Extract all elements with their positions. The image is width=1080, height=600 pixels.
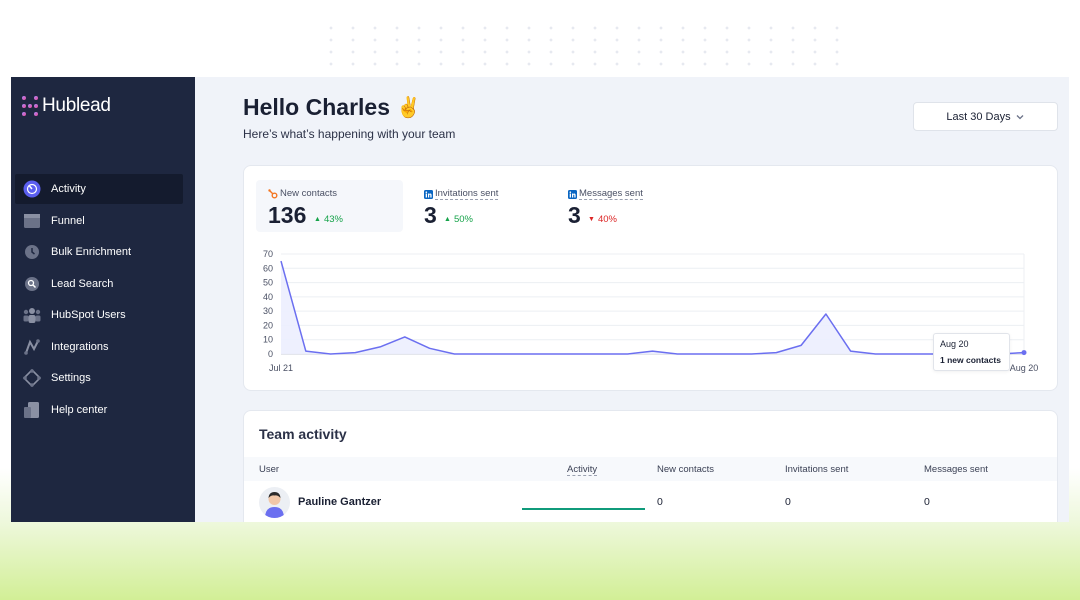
series-line bbox=[280, 260, 1025, 355]
column-header-invitations-sent[interactable]: Invitations sent bbox=[785, 464, 849, 475]
decorative-dot-pattern bbox=[320, 22, 840, 74]
tooltip-date: Aug 20 bbox=[940, 339, 969, 349]
stat-change-value: 40% bbox=[597, 214, 617, 225]
funnel-icon bbox=[23, 212, 41, 230]
team-activity-card: Team activity User Activity New contacts… bbox=[243, 410, 1058, 522]
sidebar-item-label: Bulk Enrichment bbox=[51, 246, 132, 258]
messages-sent-cell: 0 bbox=[924, 496, 930, 508]
avatar bbox=[259, 487, 290, 518]
stat-value: 136 bbox=[268, 202, 307, 228]
hubspot-icon bbox=[268, 188, 278, 198]
greeting-block: Hello Charles ✌️ Here’s what’s happening… bbox=[243, 94, 455, 141]
stat-value: 3 bbox=[424, 202, 437, 228]
stat-label-wrap: Invitations sent bbox=[424, 188, 499, 200]
sidebar-item-funnel[interactable]: Funnel bbox=[15, 206, 183, 236]
arrow-up-icon: ▲ bbox=[444, 216, 451, 223]
stat-label: Messages sent bbox=[579, 188, 643, 200]
y-tick-label: 0 bbox=[268, 349, 273, 359]
sidebar-item-settings[interactable]: Settings bbox=[15, 363, 183, 393]
stat-value: 3 bbox=[568, 202, 581, 228]
column-header-activity[interactable]: Activity bbox=[567, 464, 598, 476]
page-subtitle: Here’s what’s happening with your team bbox=[243, 127, 456, 141]
stat-label: Invitations sent bbox=[435, 188, 499, 200]
column-header-new-contacts[interactable]: New contacts bbox=[657, 464, 715, 475]
tooltip-value: 1 new contacts bbox=[940, 355, 1001, 365]
users-icon bbox=[23, 306, 41, 324]
sidebar-item-integrations[interactable]: Integrations bbox=[15, 332, 183, 362]
victory-hand-emoji: ✌️ bbox=[396, 97, 421, 119]
settings-icon bbox=[23, 369, 41, 387]
integrations-icon bbox=[23, 338, 41, 356]
hublead-logo-icon bbox=[22, 96, 38, 116]
y-tick-label: 50 bbox=[263, 278, 273, 288]
y-tick-label: 20 bbox=[263, 320, 273, 330]
chevron-down-icon bbox=[1016, 114, 1024, 119]
app-window: Hublead Activity Funnel Bulk Enrichment bbox=[11, 77, 1069, 522]
team-activity-title: Team activity bbox=[259, 426, 347, 442]
sidebar: Hublead Activity Funnel Bulk Enrichment bbox=[11, 77, 195, 522]
new-contacts-line-chart: 0 10 20 30 40 50 60 70 Jul 21 Aug 20 bbox=[263, 249, 1039, 373]
team-table-header: User Activity New contacts Invitations s… bbox=[244, 457, 1057, 481]
stat-label-wrap: Messages sent bbox=[568, 188, 643, 200]
sidebar-item-label: Funnel bbox=[51, 214, 85, 227]
y-tick-label: 10 bbox=[263, 335, 273, 345]
column-header-messages-sent[interactable]: Messages sent bbox=[924, 464, 988, 475]
lead-search-icon bbox=[23, 275, 41, 293]
linkedin-icon bbox=[568, 189, 577, 199]
new-contacts-cell: 0 bbox=[657, 496, 663, 508]
stat-change: ▼ 40% bbox=[588, 214, 617, 225]
highlight-point bbox=[1021, 350, 1027, 356]
stat-change-value: 50% bbox=[453, 214, 473, 225]
sidebar-item-label: Settings bbox=[51, 372, 91, 384]
page-title: Hello Charles ✌️ bbox=[243, 94, 455, 121]
y-tick-label: 60 bbox=[263, 263, 273, 273]
column-header-user[interactable]: User bbox=[259, 464, 280, 475]
linkedin-icon bbox=[424, 189, 433, 199]
sidebar-item-activity[interactable]: Activity bbox=[15, 174, 183, 204]
stats-chart-card: New contacts 136 ▲ 43% Invitations sent … bbox=[243, 165, 1058, 391]
stat-new-contacts[interactable]: New contacts 136 ▲ 43% bbox=[256, 180, 403, 232]
date-range-dropdown[interactable]: Last 30 Days bbox=[913, 102, 1058, 131]
invitations-sent-cell: 0 bbox=[785, 496, 791, 508]
logo[interactable]: Hublead bbox=[21, 95, 111, 117]
stat-change: ▲ 43% bbox=[314, 214, 343, 225]
stat-label-wrap: New contacts bbox=[268, 188, 337, 199]
sidebar-item-label: Help center bbox=[51, 403, 108, 416]
y-tick-label: 40 bbox=[263, 292, 273, 302]
arrow-down-icon: ▼ bbox=[588, 216, 595, 223]
bulk-enrichment-icon bbox=[23, 243, 41, 261]
arrow-up-icon: ▲ bbox=[314, 216, 321, 223]
x-tick-label: Jul 21 bbox=[269, 363, 293, 373]
stat-invitations-sent[interactable]: Invitations sent 3 ▲ 50% bbox=[412, 180, 552, 232]
stat-change: ▲ 50% bbox=[444, 214, 473, 225]
sidebar-item-label: HubSpot Users bbox=[51, 309, 126, 321]
y-tick-label: 30 bbox=[263, 306, 273, 316]
user-name: Pauline Gantzer bbox=[298, 496, 382, 508]
stat-label: New contacts bbox=[280, 188, 338, 199]
help-icon bbox=[23, 401, 41, 419]
y-tick-label: 70 bbox=[263, 249, 273, 259]
sidebar-item-hubspot-users[interactable]: HubSpot Users bbox=[15, 300, 183, 330]
chart-tooltip: Aug 20 1 new contacts bbox=[933, 333, 1010, 371]
table-row[interactable]: Pauline Gantzer 0 0 0 bbox=[244, 485, 1057, 519]
sidebar-item-label: Lead Search bbox=[51, 277, 114, 290]
sidebar-item-label: Integrations bbox=[51, 340, 109, 353]
sidebar-item-lead-search[interactable]: Lead Search bbox=[15, 269, 183, 299]
greeting-text: Hello Charles bbox=[243, 94, 390, 120]
stat-change-value: 43% bbox=[323, 214, 343, 225]
x-tick-label: Aug 20 bbox=[1010, 363, 1039, 373]
activity-icon bbox=[23, 180, 41, 198]
sidebar-item-bulk-enrichment[interactable]: Bulk Enrichment bbox=[15, 237, 183, 267]
app-name: Hublead bbox=[42, 95, 111, 116]
stat-messages-sent[interactable]: Messages sent 3 ▼ 40% bbox=[556, 180, 696, 232]
sidebar-nav: Activity Funnel Bulk Enrichment Lead Sea… bbox=[15, 174, 183, 426]
activity-sparkline bbox=[522, 508, 645, 510]
sidebar-item-help-center[interactable]: Help center bbox=[15, 395, 183, 425]
date-range-label: Last 30 Days bbox=[946, 110, 1011, 123]
sidebar-item-label: Activity bbox=[51, 183, 86, 195]
